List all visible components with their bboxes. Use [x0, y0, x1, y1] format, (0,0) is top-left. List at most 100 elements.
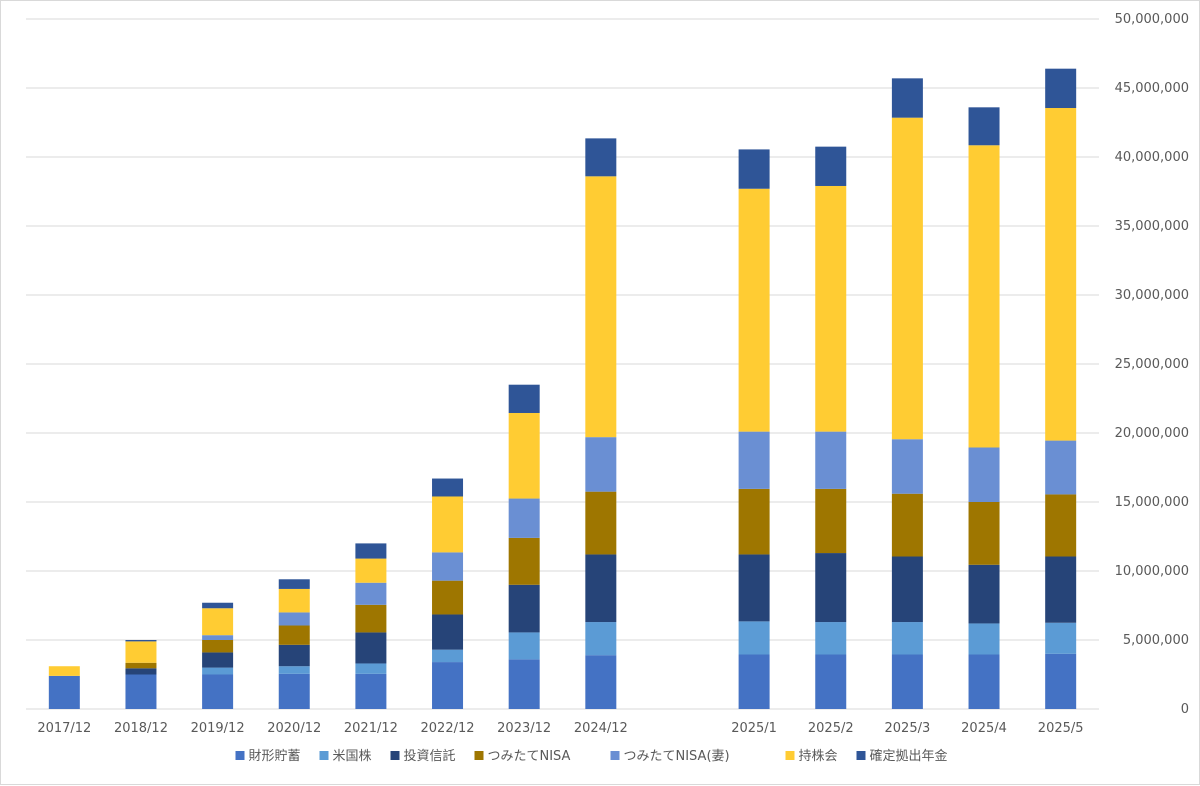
bar-segment: [585, 655, 617, 709]
bar-segment: [278, 612, 310, 626]
bar-segment: [278, 588, 310, 613]
legend-swatch: [610, 751, 620, 760]
legend-label: 確定拠出年金: [870, 748, 948, 764]
bar-segment: [432, 614, 464, 650]
bar-segment: [432, 580, 464, 615]
y-tick-label: 45,000,000: [1115, 81, 1189, 96]
bar-segment: [1045, 440, 1077, 495]
x-tick-label: 2020/12: [267, 721, 321, 736]
bar-segment: [1045, 108, 1077, 441]
bar-segment: [891, 654, 923, 709]
bar-segment: [278, 644, 310, 667]
x-tick-label: 2017/12: [37, 721, 91, 736]
bar-segment: [278, 579, 310, 589]
bar-segment: [738, 621, 770, 655]
legend-item: つみたてNISA: [474, 749, 571, 764]
bar-segment: [432, 496, 464, 553]
y-tick-label: 15,000,000: [1115, 495, 1189, 510]
bar-segment: [125, 668, 157, 675]
bar-segment: [891, 556, 923, 623]
x-tick-label: 2025/5: [1038, 721, 1084, 736]
bar-segment: [815, 146, 847, 186]
legend-item: 確定拠出年金: [856, 748, 948, 764]
x-tick-label: 2025/1: [731, 721, 777, 736]
bar-segment: [738, 431, 770, 489]
bar-segment: [355, 604, 387, 633]
bar-segment: [202, 674, 234, 709]
bar-segment: [508, 584, 540, 633]
bar-segment: [891, 439, 923, 494]
x-tick-label: 2025/2: [808, 721, 854, 736]
y-tick-label: 20,000,000: [1115, 426, 1189, 441]
bar-segment: [355, 663, 387, 674]
bar-segment: [738, 654, 770, 709]
bar-segment: [278, 666, 310, 674]
bar-segment: [815, 488, 847, 554]
x-tick-label: 2021/12: [344, 721, 398, 736]
bar-segment: [125, 662, 157, 669]
bar-segment: [815, 185, 847, 432]
bar-segment: [355, 582, 387, 605]
bar-segment: [891, 493, 923, 557]
bar-segment: [968, 623, 1000, 655]
y-tick-label: 40,000,000: [1115, 150, 1189, 165]
x-tick-label: 2022/12: [421, 721, 475, 736]
legend-swatch: [390, 751, 400, 760]
bar-segment: [355, 543, 387, 559]
bar-segment: [355, 673, 387, 709]
bar-segment: [355, 632, 387, 664]
bar-segment: [585, 554, 617, 623]
bar-segment: [968, 107, 1000, 146]
bar-segment: [48, 666, 80, 676]
bar-segment: [1045, 494, 1077, 557]
bar-segment: [125, 674, 157, 709]
bar-segment: [432, 552, 464, 581]
legend-label: 財形貯蓄: [249, 749, 301, 764]
legend-item: 投資信託: [390, 748, 456, 764]
y-tick-label: 35,000,000: [1115, 219, 1189, 234]
bar-segment: [202, 608, 234, 636]
bar-segment: [968, 145, 1000, 448]
bar-segment: [508, 498, 540, 538]
y-tick-label: 30,000,000: [1115, 288, 1189, 303]
bar-segment: [968, 564, 1000, 624]
bar-segment: [48, 675, 80, 709]
bar-segment: [508, 384, 540, 413]
legend-item: つみたてNISA(妻): [610, 749, 730, 764]
bar-segment: [738, 188, 770, 432]
bar-segment: [891, 622, 923, 655]
bar-segment: [278, 625, 310, 645]
legend-item: 財形貯蓄: [235, 749, 301, 764]
bar-segment: [1045, 653, 1077, 709]
bar-segment: [508, 632, 540, 660]
bar-segment: [738, 554, 770, 622]
bar-segment: [585, 491, 617, 555]
bar-segment: [202, 602, 234, 609]
y-tick-label: 0: [1181, 702, 1189, 717]
legend-swatch: [319, 751, 329, 760]
bar-segment: [508, 537, 540, 585]
gridlines: [26, 18, 1099, 710]
bar-segment: [202, 652, 234, 668]
bar-segment: [738, 149, 770, 189]
x-tick-label: 2025/4: [961, 721, 1007, 736]
legend-item: 米国株: [319, 749, 372, 764]
bar-segment: [585, 622, 617, 656]
x-tick-label: 2018/12: [114, 721, 168, 736]
bar-segment: [585, 437, 617, 492]
x-tick-label: 2023/12: [497, 721, 551, 736]
bar-segment: [968, 447, 1000, 502]
bars: [48, 68, 1077, 709]
bar-segment: [508, 412, 540, 499]
y-tick-label: 10,000,000: [1115, 564, 1189, 579]
y-tick-label: 5,000,000: [1123, 633, 1189, 648]
x-axis-ticks: 2017/12 2018/12 2019/12 2020/12 2021/12 2022/…: [37, 721, 1083, 736]
bar-segment: [1045, 556, 1077, 623]
legend: 財形貯蓄 米国株 投資信託 つみたてNISA つみたてNISA(妻) 持株会 確定拠出年金: [235, 748, 948, 764]
bar-segment: [738, 488, 770, 555]
legend-label: 投資信託: [404, 748, 456, 764]
legend-swatch: [235, 751, 245, 760]
bar-segment: [891, 117, 923, 440]
